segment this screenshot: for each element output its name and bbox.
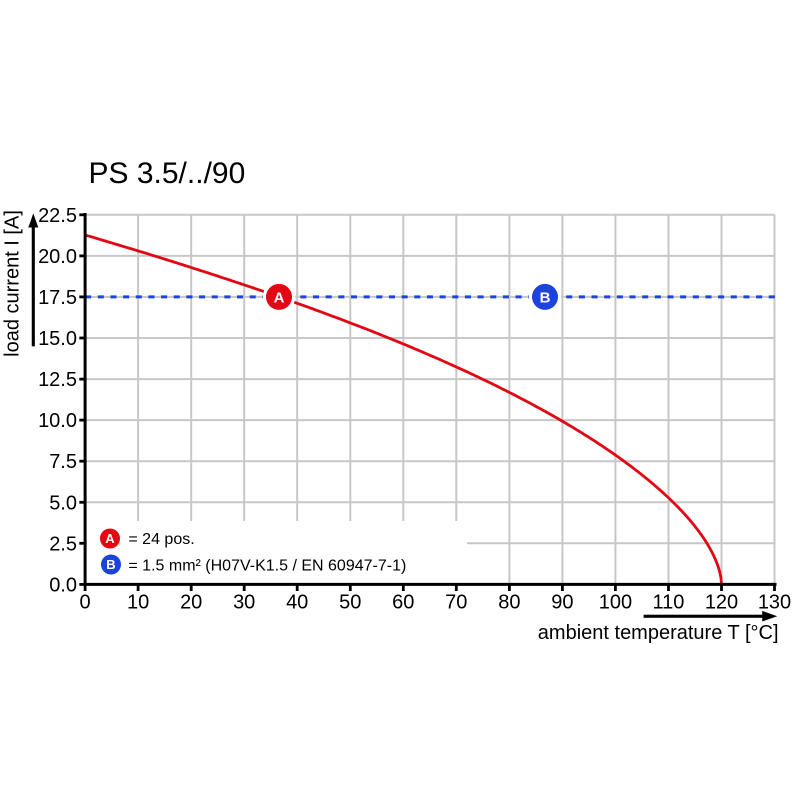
svg-text:A: A <box>274 289 285 306</box>
svg-text:B: B <box>106 557 115 572</box>
svg-text:7.5: 7.5 <box>49 451 77 473</box>
svg-text:70: 70 <box>445 592 467 614</box>
svg-text:50: 50 <box>339 592 361 614</box>
svg-text:0: 0 <box>80 592 91 614</box>
svg-text:80: 80 <box>498 592 520 614</box>
svg-text:2.5: 2.5 <box>49 533 77 555</box>
svg-text:load current I [A]: load current I [A] <box>2 210 24 357</box>
svg-text:ambient temperature T [°C]: ambient temperature T [°C] <box>538 622 779 644</box>
svg-text:B: B <box>540 289 551 306</box>
svg-text:15.0: 15.0 <box>38 328 77 350</box>
svg-text:60: 60 <box>392 592 414 614</box>
svg-text:30: 30 <box>233 592 255 614</box>
svg-text:100: 100 <box>599 592 632 614</box>
svg-text:110: 110 <box>653 592 685 614</box>
svg-text:20: 20 <box>180 592 202 614</box>
svg-text:17.5: 17.5 <box>38 287 77 309</box>
svg-text:40: 40 <box>286 592 308 614</box>
svg-text:5.0: 5.0 <box>49 492 77 514</box>
svg-text:10.0: 10.0 <box>38 410 77 432</box>
svg-text:0.0: 0.0 <box>49 574 77 596</box>
svg-text:A: A <box>105 531 115 546</box>
svg-text:120: 120 <box>705 592 738 614</box>
svg-text:10: 10 <box>127 592 149 614</box>
svg-text:90: 90 <box>551 592 573 614</box>
svg-text:= 1.5 mm² (H07V-K1.5 / EN 6094: = 1.5 mm² (H07V-K1.5 / EN 60947-7-1) <box>128 558 406 575</box>
svg-text:PS 3.5/../90: PS 3.5/../90 <box>89 157 246 190</box>
svg-text:130: 130 <box>758 592 791 614</box>
svg-text:22.5: 22.5 <box>38 205 77 227</box>
svg-text:= 24 pos.: = 24 pos. <box>128 531 194 548</box>
svg-text:20.0: 20.0 <box>38 246 77 268</box>
svg-text:12.5: 12.5 <box>38 369 77 391</box>
